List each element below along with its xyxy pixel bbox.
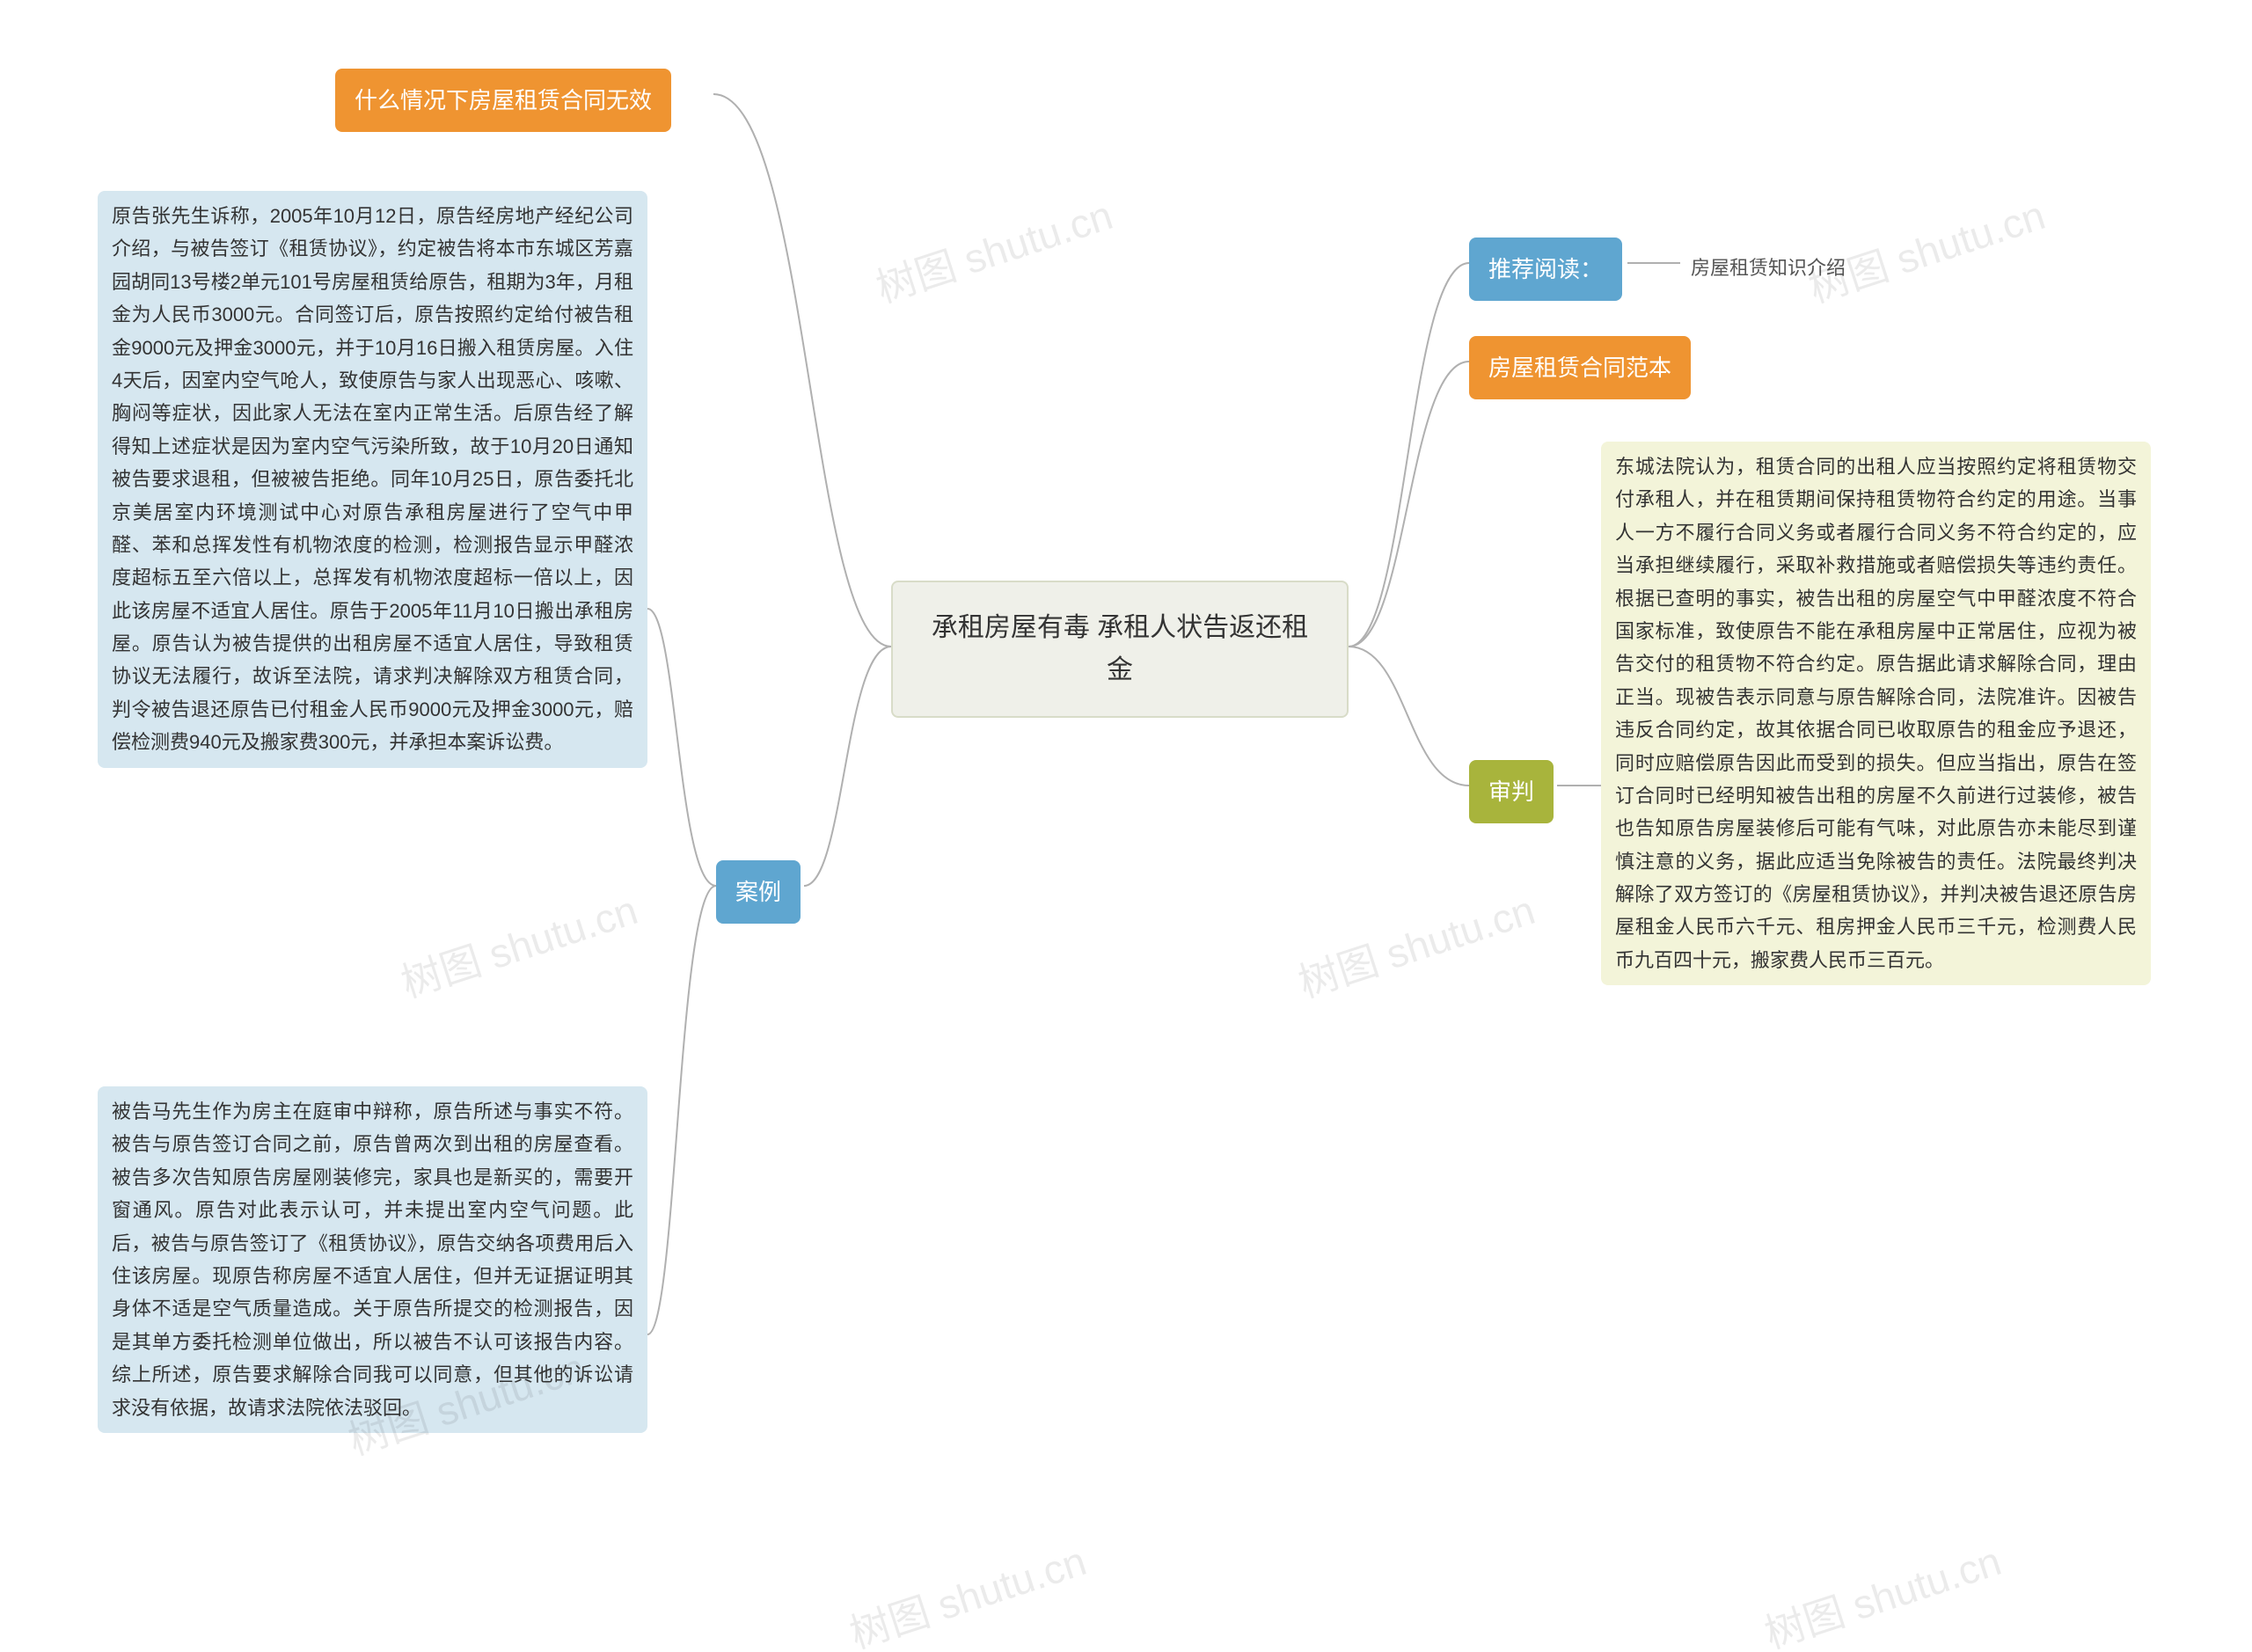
center-node[interactable]: 承租房屋有毒 承租人状告返还租金 xyxy=(891,581,1349,718)
branch-contract-template[interactable]: 房屋租赁合同范本 xyxy=(1469,336,1691,399)
branch-recommended-reading[interactable]: 推荐阅读： xyxy=(1469,238,1622,301)
case-para-1: 原告张先生诉称，2005年10月12日，原告经房地产经纪公司介绍，与被告签订《租… xyxy=(98,191,647,768)
branch-invalid-contract[interactable]: 什么情况下房屋租赁合同无效 xyxy=(335,69,671,132)
watermark: 树图 shutu.cn xyxy=(393,879,644,1010)
judgment-text: 东城法院认为，租赁合同的出租人应当按照约定将租赁物交付承租人，并在租赁期间保持租… xyxy=(1601,442,2151,985)
watermark: 树图 shutu.cn xyxy=(868,184,1119,315)
branch-judgment[interactable]: 审判 xyxy=(1469,760,1554,823)
branch-case[interactable]: 案例 xyxy=(716,860,801,924)
watermark: 树图 shutu.cn xyxy=(1291,879,1541,1010)
case-para-2: 被告马先生作为房主在庭审中辩称，原告所述与事实不符。被告与原告签订合同之前，原告… xyxy=(98,1086,647,1433)
recommended-reading-child[interactable]: 房屋租赁知识介绍 xyxy=(1680,245,1856,291)
watermark: 树图 shutu.cn xyxy=(1757,1530,2007,1652)
watermark: 树图 shutu.cn xyxy=(842,1530,1093,1652)
